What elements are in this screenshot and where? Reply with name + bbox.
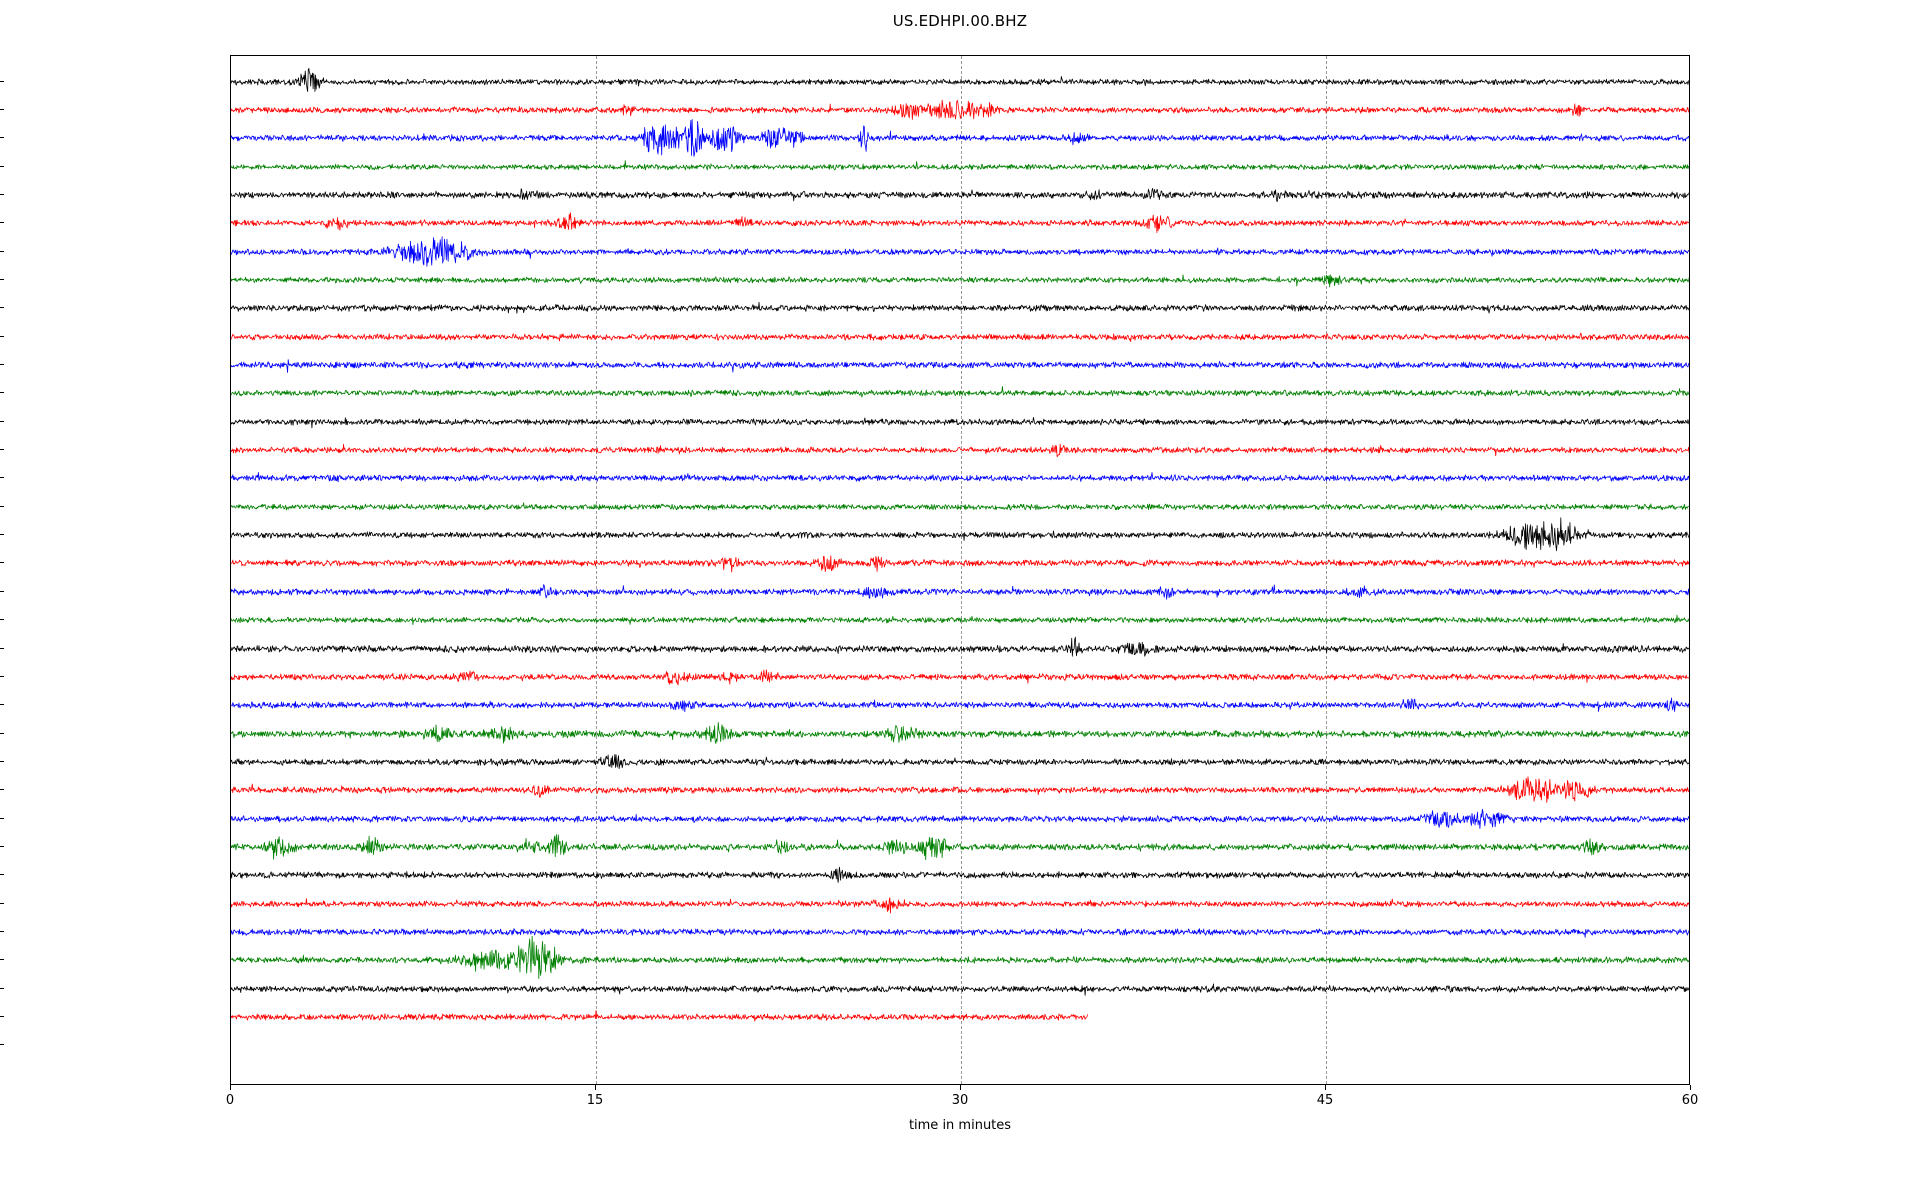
x-tick-mark-45 xyxy=(1325,1085,1326,1090)
y-tick-mark-5 xyxy=(0,222,4,224)
y-tick-mark-10 xyxy=(0,364,4,365)
y-tick-mark-0 xyxy=(0,80,4,82)
x-tick-mark-30 xyxy=(960,1085,961,1090)
y-tick-mark-6 xyxy=(0,250,4,252)
x-tick-label-15: 15 xyxy=(586,1093,604,1108)
y-tick-mark-26 xyxy=(0,817,4,819)
gridline-30 xyxy=(961,56,962,1084)
y-tick-mark-19 xyxy=(0,619,4,621)
x-axis-title: time in minutes xyxy=(908,1118,1012,1133)
y-tick-mark-16 xyxy=(0,534,4,536)
y-tick-mark-33 xyxy=(0,1016,4,1018)
y-tick-mark-20 xyxy=(0,647,4,649)
page-title: US.EDHPI.00.BHZ xyxy=(892,12,1028,30)
x-tick-label-60: 60 xyxy=(1681,1093,1699,1108)
trace-path-33 xyxy=(231,1010,1088,1022)
gridline-45 xyxy=(1326,56,1327,1084)
x-tick-mark-15 xyxy=(595,1085,596,1090)
y-tick-mark-24 xyxy=(0,760,4,762)
y-tick-mark-28 xyxy=(0,874,4,876)
y-tick-mark-31 xyxy=(0,959,4,961)
x-tick-label-30: 30 xyxy=(951,1093,969,1108)
y-tick-mark-29 xyxy=(0,902,4,904)
y-tick-mark-7 xyxy=(0,278,4,280)
y-tick-mark-21 xyxy=(0,675,4,677)
y-tick-mark-14 xyxy=(0,477,4,479)
y-tick-mark-11 xyxy=(0,392,4,394)
x-tick-mark-0 xyxy=(230,1085,231,1090)
y-tick-mark-8 xyxy=(0,307,4,309)
x-tick-label-0: 0 xyxy=(225,1093,235,1108)
y-tick-mark-15 xyxy=(0,505,4,507)
gridline-15 xyxy=(596,56,597,1084)
y-tick-mark-2 xyxy=(0,137,4,139)
y-axis-tick-labels: 00:00:0601:00:0602:00:0603:00:0604:00:06… xyxy=(0,0,230,1200)
y-tick-mark-12 xyxy=(0,420,4,422)
y-tick-mark-25 xyxy=(0,789,4,791)
y-tick-mark-30 xyxy=(0,931,4,932)
x-tick-mark-60 xyxy=(1690,1085,1691,1090)
y-tick-mark-34 xyxy=(0,1044,4,1046)
y-tick-mark-18 xyxy=(0,590,4,592)
y-tick-mark-17 xyxy=(0,562,4,564)
y-tick-mark-1 xyxy=(0,108,4,110)
y-tick-mark-23 xyxy=(0,732,4,734)
y-tick-mark-9 xyxy=(0,335,4,337)
y-tick-mark-4 xyxy=(0,193,4,195)
y-tick-mark-32 xyxy=(0,987,4,989)
plot-area xyxy=(230,55,1690,1085)
y-tick-mark-3 xyxy=(0,165,4,167)
x-tick-label-45: 45 xyxy=(1316,1093,1334,1108)
y-tick-mark-13 xyxy=(0,449,4,451)
y-tick-mark-22 xyxy=(0,704,4,706)
y-tick-mark-27 xyxy=(0,845,4,847)
